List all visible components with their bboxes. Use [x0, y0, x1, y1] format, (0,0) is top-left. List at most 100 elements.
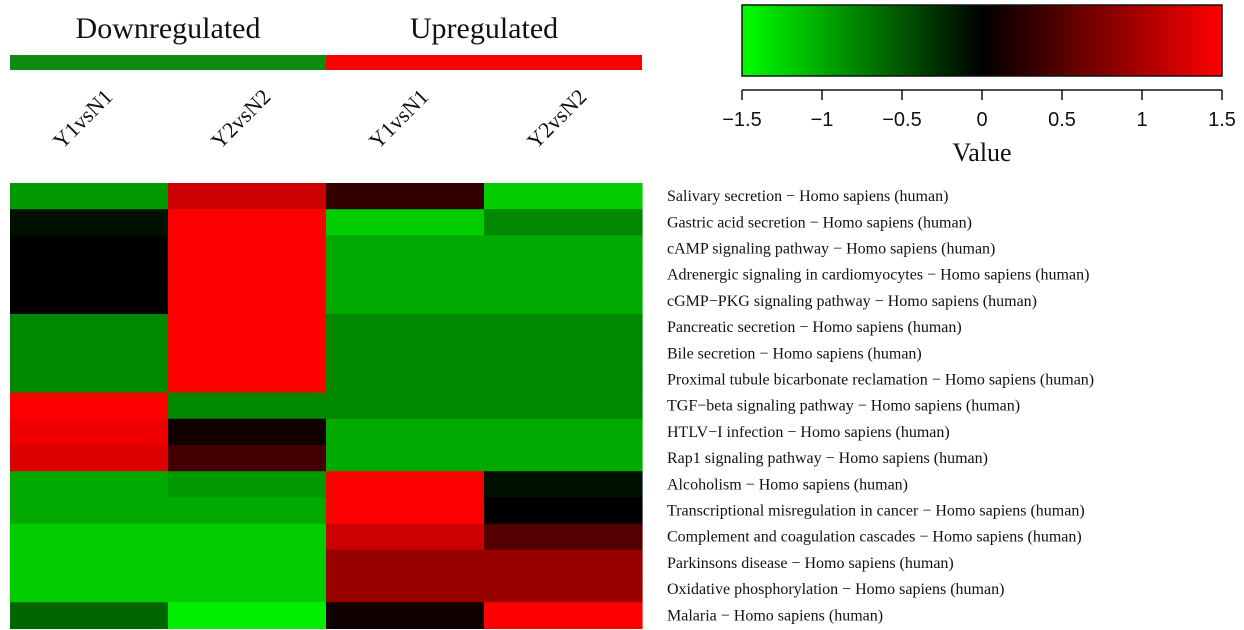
row-label: Proximal tubule bicarbonate reclamation … [667, 372, 1094, 389]
heatmap-cell [10, 287, 169, 315]
heatmap-cell [168, 418, 327, 446]
heatmap-cell [484, 445, 643, 472]
color-key-tick-label: −1 [811, 109, 834, 131]
heatmap-cell [10, 576, 169, 603]
heatmap-cell [326, 314, 485, 341]
heatmap-cell [484, 523, 643, 551]
heatmap-cell [10, 261, 169, 289]
group-label-0: Downregulated [76, 12, 261, 45]
heatmap-cell [326, 576, 485, 603]
heatmap-cell [168, 340, 327, 367]
row-label: Rap1 signaling pathway − Homo sapiens (h… [667, 450, 988, 467]
row-label: Bile secretion − Homo sapiens (human) [667, 345, 922, 362]
heatmap-cell [326, 287, 485, 315]
heatmap-cell [10, 392, 169, 420]
heatmap-cell [484, 471, 643, 498]
color-key-tick-label: 0.5 [1048, 109, 1076, 131]
heatmap-cell [326, 261, 485, 289]
heatmap-cell [168, 209, 327, 236]
heatmap-cell [10, 209, 169, 236]
heatmap-cell [168, 235, 327, 263]
heatmap-cell [484, 340, 643, 367]
row-label: Transcriptional misregulation in cancer … [667, 503, 1085, 520]
heatmap-cell [10, 471, 169, 498]
color-key-tick-label: −1.5 [722, 109, 761, 131]
heatmap-cell [326, 418, 485, 446]
row-label: Gastric acid secretion − Homo sapiens (h… [667, 214, 972, 231]
heatmap-cells [10, 183, 643, 629]
heatmap-cell [484, 418, 643, 446]
heatmap-cell [10, 602, 169, 629]
heatmap-cell [168, 523, 327, 551]
heatmap-cell [484, 549, 643, 577]
heatmap-cell [10, 235, 169, 263]
row-label: cAMP signaling pathway − Homo sapiens (h… [667, 241, 995, 258]
row-label: HTLV−I infection − Homo sapiens (human) [667, 424, 950, 441]
heatmap-cell [168, 549, 327, 577]
group-bar-0 [10, 55, 326, 70]
heatmap-cell [168, 183, 327, 210]
heatmap-cell [168, 471, 327, 498]
group-label-1: Upregulated [410, 12, 558, 45]
heatmap-cell [10, 549, 169, 577]
column-labels: Y1vsN1 Y2vsN2 Y1vsN1 Y2vsN2 [48, 84, 592, 154]
heatmap-cell [484, 392, 643, 420]
row-label: cGMP−PKG signaling pathway − Homo sapien… [667, 293, 1037, 310]
heatmap-cell [168, 392, 327, 420]
heatmap-cell [326, 209, 485, 236]
heatmap-cell [484, 497, 643, 525]
color-key-tick-label: 0 [976, 109, 987, 131]
heatmap-cell [484, 183, 643, 210]
heatmap-cell [326, 445, 485, 472]
column-label: Y2vsN2 [522, 84, 592, 154]
heatmap-cell [10, 523, 169, 551]
row-label: Oxidative phosphorylation − Homo sapiens… [667, 581, 1004, 598]
column-label: Y1vsN1 [48, 84, 118, 154]
group-header: Downregulated Upregulated [10, 12, 642, 70]
column-label: Y1vsN1 [364, 84, 434, 154]
heatmap-cell [326, 392, 485, 420]
heatmap-cell [484, 287, 643, 315]
heatmap-cell [10, 366, 169, 394]
row-label: Adrenergic signaling in cardiomyocytes −… [667, 267, 1089, 284]
heatmap-cell [326, 366, 485, 394]
heatmap-cell [326, 183, 485, 210]
heatmap-cell [326, 340, 485, 367]
heatmap-cell [326, 523, 485, 551]
color-key-tick-label: −0.5 [882, 109, 921, 131]
heatmap-cell [168, 445, 327, 472]
heatmap-cell [10, 314, 169, 341]
heatmap-cell [168, 497, 327, 525]
row-label: Pancreatic secretion − Homo sapiens (hum… [667, 319, 962, 336]
row-labels: Salivary secretion − Homo sapiens (human… [667, 188, 1094, 624]
heatmap-cell [326, 602, 485, 629]
row-label: Malaria − Homo sapiens (human) [667, 607, 883, 624]
heatmap-cell [10, 445, 169, 472]
heatmap-cell [484, 602, 643, 629]
heatmap-cell [484, 314, 643, 341]
heatmap-cell [10, 183, 169, 210]
color-key: −1.5 −1 −0.5 0 0.5 1 1.5 Value [722, 4, 1236, 167]
color-key-axis-title: Value [952, 138, 1011, 167]
heatmap-cell [484, 209, 643, 236]
heatmap-cell [484, 261, 643, 289]
heatmap-cell [10, 418, 169, 446]
heatmap-cell [168, 576, 327, 603]
heatmap-cell [484, 366, 643, 394]
heatmap-cell [168, 287, 327, 315]
color-key-tick-label: 1 [1136, 109, 1147, 131]
color-key-bar [741, 4, 1223, 77]
heatmap-cell [168, 314, 327, 341]
row-label: Alcoholism − Homo sapiens (human) [667, 476, 908, 493]
heatmap-cell [168, 261, 327, 289]
row-label: Parkinsons disease − Homo sapiens (human… [667, 555, 954, 572]
heatmap-cell [484, 576, 643, 603]
color-key-tick-label: 1.5 [1208, 109, 1236, 131]
row-label: Complement and coagulation cascades − Ho… [667, 529, 1082, 546]
heatmap-cell [484, 235, 643, 263]
heatmap-cell [326, 471, 485, 498]
heatmap-cell [326, 549, 485, 577]
heatmap-cell [326, 235, 485, 263]
row-label: TGF−beta signaling pathway − Homo sapien… [667, 398, 1020, 415]
group-bar-1 [326, 55, 642, 70]
